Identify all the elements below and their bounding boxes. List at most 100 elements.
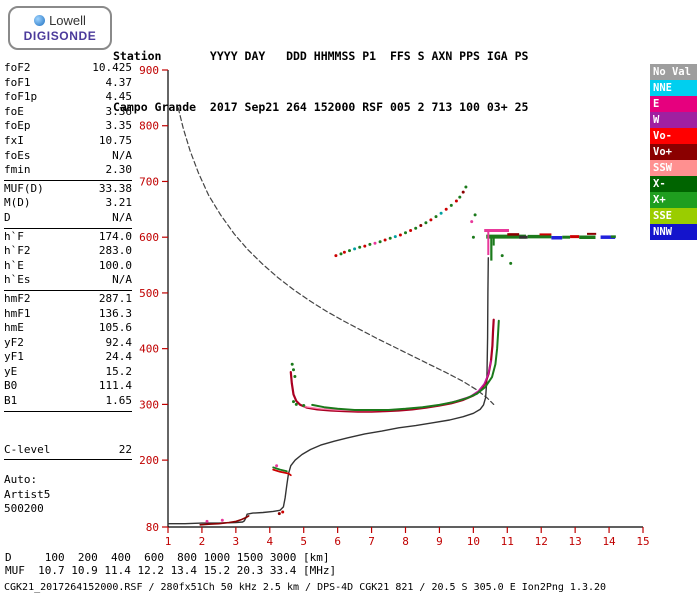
param-name: Artist5 bbox=[4, 487, 51, 501]
svg-text:400: 400 bbox=[139, 343, 159, 356]
x-axis: 1 2 3 4 5 6 7 8 9 10 11 12 13 14 15 bbox=[165, 527, 650, 548]
logo-brand-top: Lowell bbox=[49, 13, 86, 28]
param-name: foEs bbox=[4, 148, 31, 162]
svg-text:600: 600 bbox=[139, 231, 159, 244]
legend-item: Vo+ bbox=[650, 144, 697, 160]
param-name: C-level bbox=[4, 442, 51, 456]
svg-text:2: 2 bbox=[199, 535, 206, 548]
param-value: 4.37 bbox=[105, 75, 133, 89]
param-panel: foF2 10.425 foF1 4.37 foF1p 4.45 foE 3.36 foEp 3.… bbox=[4, 60, 132, 519]
param-row: 500200 bbox=[4, 502, 132, 517]
ionogram-svg: 1 2 3 4 5 6 7 8 9 10 11 12 13 14 158020030040050060070… bbox=[139, 64, 650, 548]
svg-text:15: 15 bbox=[636, 535, 649, 548]
param-row: B1 1.65 bbox=[4, 394, 132, 409]
param-value: N/A bbox=[112, 210, 132, 224]
f2-multihop-band bbox=[484, 229, 616, 261]
param-name: foF2 bbox=[4, 61, 31, 74]
param-value: 136.3 bbox=[98, 306, 132, 320]
param-name: h`E bbox=[4, 258, 24, 272]
param-group: MUF(D) 33.38 M(D) 3.21 D N/A bbox=[4, 181, 132, 229]
legend-item: X- bbox=[650, 176, 697, 192]
param-row: foF1 4.37 bbox=[4, 76, 132, 91]
param-value: 10.425 bbox=[92, 61, 132, 74]
logo-top: Lowell bbox=[34, 13, 86, 28]
legend-item: W bbox=[650, 112, 697, 128]
svg-text:7: 7 bbox=[368, 535, 375, 548]
lowell-globe-icon bbox=[34, 15, 46, 26]
y-axis: 80 200 300 400 500 600 700 800 900 bbox=[139, 64, 168, 534]
svg-text:11: 11 bbox=[501, 535, 514, 548]
param-row: fxI 10.75 bbox=[4, 134, 132, 149]
svg-text:500: 500 bbox=[139, 287, 159, 300]
param-name: B1 bbox=[4, 394, 18, 408]
param-row: yE 15.2 bbox=[4, 365, 132, 380]
param-value: 3.35 bbox=[105, 119, 133, 133]
digisonde-logo: Lowell DIGISONDE bbox=[8, 6, 112, 50]
param-row: h`Es N/A bbox=[4, 273, 132, 288]
svg-text:8: 8 bbox=[402, 535, 409, 548]
param-row: foF1p 4.45 bbox=[4, 90, 132, 105]
low-es-extra-dots bbox=[205, 235, 513, 523]
param-group: Auto: Artist5 500200 bbox=[4, 472, 132, 519]
param-row: fmin 2.30 bbox=[4, 163, 132, 178]
param-name: foF1 bbox=[4, 75, 31, 89]
legend-item: SSW bbox=[650, 160, 697, 176]
param-value: 287.1 bbox=[98, 291, 132, 305]
param-value: 1.65 bbox=[105, 394, 133, 408]
param-value: 15.2 bbox=[105, 364, 133, 378]
param-row: hmF2 287.1 bbox=[4, 292, 132, 307]
svg-text:10: 10 bbox=[467, 535, 480, 548]
param-row: h`F 174.0 bbox=[4, 230, 132, 245]
svg-text:12: 12 bbox=[535, 535, 548, 548]
param-row: foEs N/A bbox=[4, 149, 132, 164]
muf-transmission-curve bbox=[177, 107, 495, 405]
param-row: MUF(D) 33.38 bbox=[4, 182, 132, 197]
svg-text:800: 800 bbox=[139, 120, 159, 133]
legend-item: SSE bbox=[650, 208, 697, 224]
param-value: 111.4 bbox=[98, 379, 132, 393]
svg-text:3: 3 bbox=[233, 535, 240, 548]
muf-row: MUF 10.7 10.9 11.4 12.2 13.4 15.2 20.3 3… bbox=[5, 564, 337, 577]
file-info-line: CGK21_2017264152000.RSF / 280fx51Ch 50 k… bbox=[4, 582, 607, 593]
param-value: 3.21 bbox=[105, 196, 133, 210]
param-name: yF1 bbox=[4, 350, 24, 364]
param-row: B0 111.4 bbox=[4, 379, 132, 394]
param-name: foEp bbox=[4, 119, 31, 133]
legend-item: NNW bbox=[650, 224, 697, 240]
param-group: foF2 10.425 foF1 4.37 foF1p 4.45 foE 3.36 foEp 3.… bbox=[4, 60, 132, 181]
param-name: fxI bbox=[4, 133, 24, 147]
f-trace-left-green-bits bbox=[290, 362, 306, 407]
direction-color-legend: No Val NNE E W Vo- Vo+ SSW X- X+ SSE NNW bbox=[650, 64, 697, 240]
logo-brand-bottom: DIGISONDE bbox=[23, 29, 97, 43]
station-header: Station YYYY DAY DDD HHMMSS P1 FFS S AXN… bbox=[113, 14, 528, 133]
param-row: D N/A bbox=[4, 211, 132, 226]
param-group: C-level 22 bbox=[4, 442, 132, 461]
param-value: 174.0 bbox=[98, 229, 132, 243]
param-group: h`F 174.0 h`F2 283.0 h`E 100.0 h`Es N/A bbox=[4, 229, 132, 291]
param-value: 92.4 bbox=[105, 335, 133, 349]
param-group: hmF2 287.1 hmF1 136.3 hmE 105.6 yF2 92.4 yF1 24.4… bbox=[4, 291, 132, 412]
param-name: hmE bbox=[4, 321, 24, 335]
param-row: M(D) 3.21 bbox=[4, 196, 132, 211]
param-row: yF1 24.4 bbox=[4, 350, 132, 365]
param-row: hmE 105.6 bbox=[4, 321, 132, 336]
param-value: 22 bbox=[118, 442, 132, 456]
header-line-2: Campo Grande 2017 Sep21 264 152000 RSF 0… bbox=[113, 100, 529, 114]
svg-text:6: 6 bbox=[334, 535, 341, 548]
legend-item: X+ bbox=[650, 192, 697, 208]
param-value: 283.0 bbox=[98, 244, 132, 258]
param-name: B0 bbox=[4, 379, 18, 393]
param-name: hmF1 bbox=[4, 306, 31, 320]
param-value: N/A bbox=[112, 148, 132, 162]
param-value: 105.6 bbox=[98, 321, 132, 335]
o-mode-f-trace bbox=[289, 318, 495, 413]
svg-text:300: 300 bbox=[139, 398, 159, 411]
svg-text:700: 700 bbox=[139, 175, 159, 188]
spread-f-multihop-arc bbox=[334, 185, 477, 258]
axes bbox=[167, 70, 643, 528]
param-value: 3.36 bbox=[105, 104, 133, 118]
electron-density-profile bbox=[167, 257, 489, 525]
legend-item: E bbox=[650, 96, 697, 112]
param-row: foF2 10.425 bbox=[4, 61, 132, 76]
param-value: 100.0 bbox=[98, 258, 132, 272]
